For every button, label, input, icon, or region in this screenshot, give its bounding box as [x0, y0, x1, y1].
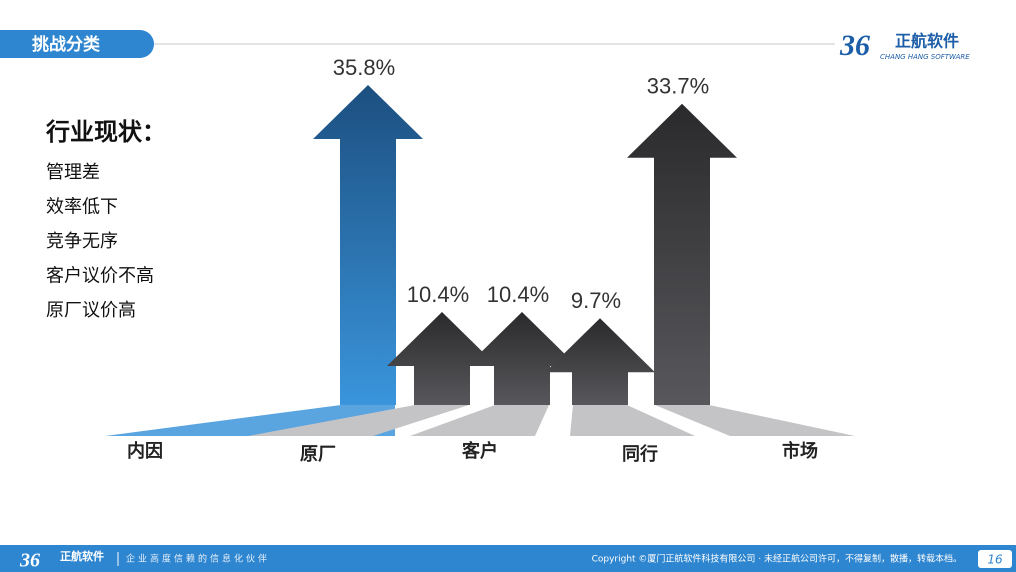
arrow [467, 312, 577, 405]
arrow-floor [570, 405, 695, 436]
category-label: 内因 [127, 440, 163, 462]
header-title: 挑战分类 [32, 34, 101, 55]
status-item: 效率低下 [46, 197, 118, 218]
arrow [627, 103, 737, 406]
status-item: 客户议价不高 [46, 266, 154, 287]
status-item: 管理差 [46, 162, 100, 183]
arrow [387, 312, 497, 405]
status-title: 行业现状： [45, 118, 166, 146]
arrow-floor [655, 405, 855, 436]
footer-logo-mark: 36 [19, 550, 40, 572]
footer-logo-name: 正航软件 [60, 549, 104, 563]
value-label: 9.7% [571, 288, 621, 313]
arrow [545, 318, 655, 405]
value-label: 10.4% [487, 282, 549, 307]
logo-mark: 36 [839, 29, 870, 62]
footer-copyright: Copyright ©厦门正航软件科技有限公司 · 未经正航公司许可，不得复制，… [592, 553, 962, 565]
logo-sub: CHANG HANG SOFTWARE [880, 53, 970, 61]
value-label: 33.7% [647, 74, 709, 99]
footer-slogan: 企业高度信赖的信息化伙伴 [126, 553, 270, 565]
logo-name: 正航软件 [895, 32, 959, 51]
category-label: 市场 [782, 440, 818, 462]
page-badge [978, 550, 1012, 568]
category-label: 客户 [462, 440, 498, 462]
category-label: 同行 [622, 443, 658, 465]
value-label: 10.4% [407, 282, 469, 307]
arrow-floor [248, 405, 469, 436]
header-tab [0, 30, 154, 58]
status-item: 原厂议价高 [46, 300, 136, 321]
category-label: 原厂 [300, 444, 336, 465]
arrow-floor [410, 405, 549, 436]
value-label: 35.8% [333, 55, 395, 80]
arrow [313, 85, 423, 405]
chart: 35.8% 10.4% 10.4% 9.7% 33.7% 内因 原厂 客户 同行 市场 [105, 55, 855, 465]
page-number: 16 [987, 553, 1003, 567]
footer-bar [0, 545, 1016, 572]
status-item: 竞争无序 [46, 231, 118, 252]
